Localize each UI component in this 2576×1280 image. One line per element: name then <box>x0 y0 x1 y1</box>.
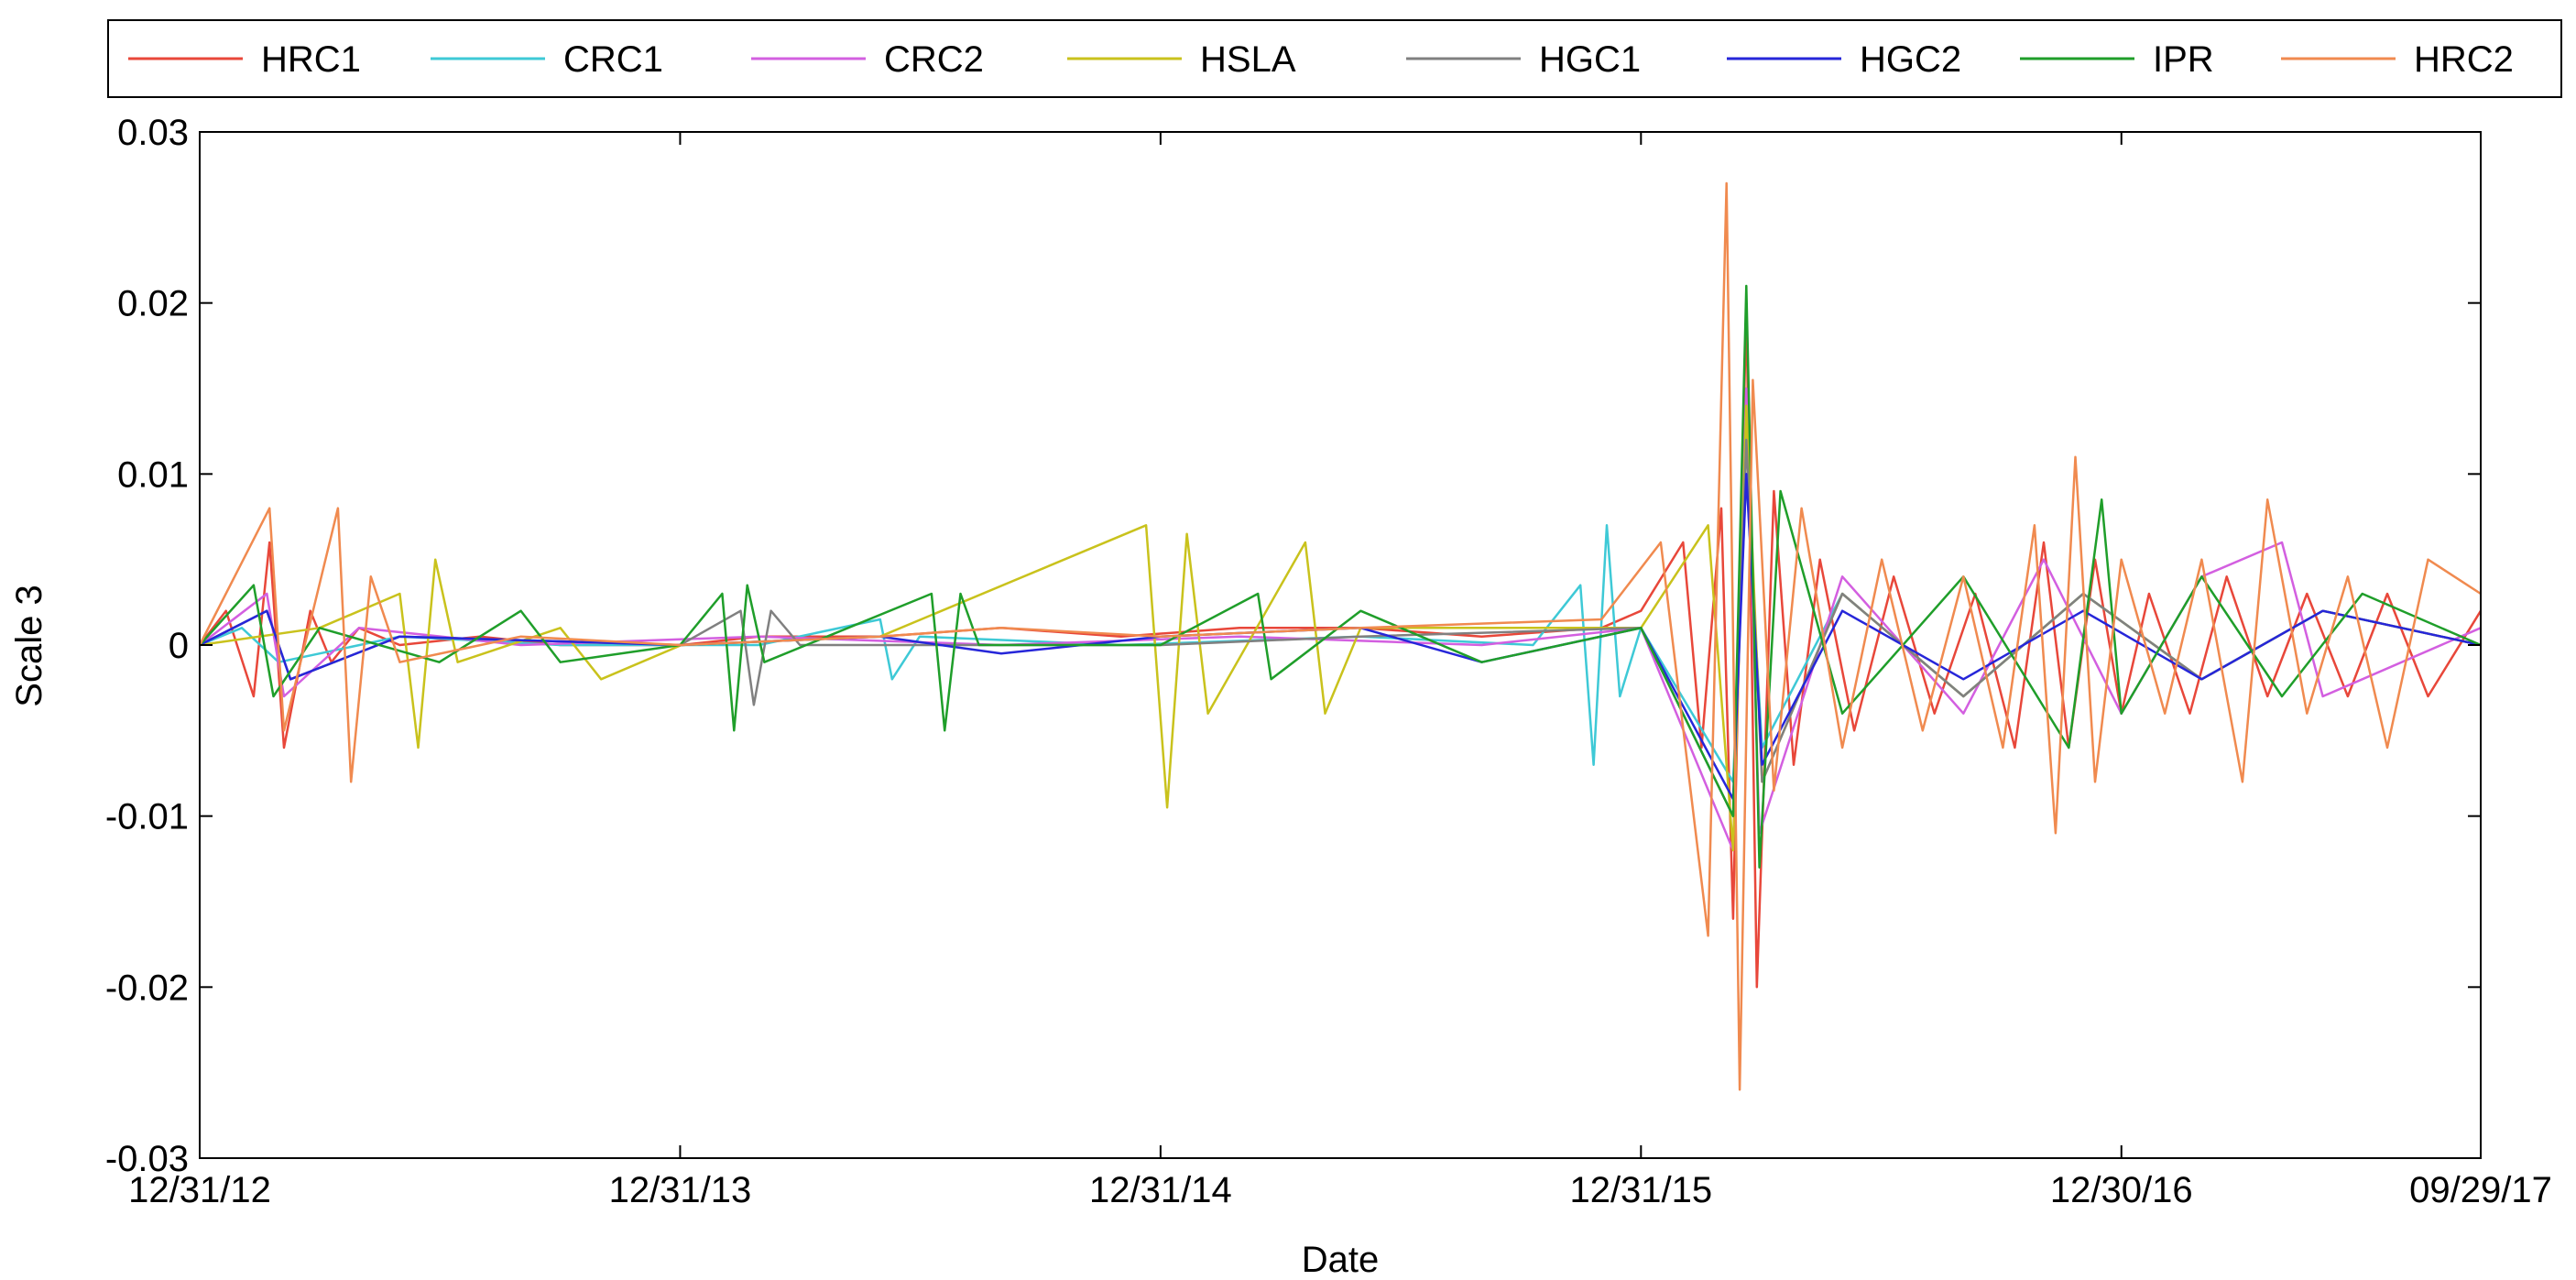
legend-label: HSLA <box>1200 39 1296 80</box>
series-line-hrc2 <box>198 181 2482 1091</box>
legend-item-hsla: HSLA <box>1067 39 1296 80</box>
legend-item-hgc2: HGC2 <box>1727 39 1961 80</box>
legend-label: CRC1 <box>563 39 663 80</box>
y-tick-label: 0 <box>169 626 189 666</box>
y-axis-title: Scale 3 <box>9 585 49 706</box>
series-line-ipr <box>199 284 2482 869</box>
legend: HRC1 CRC1 CRC2 HSLA HGC1 HGC2 IPR HRC2 <box>128 39 2514 80</box>
legend-label: IPR <box>2153 39 2214 80</box>
legend-item-hrc2: HRC2 <box>2281 39 2514 80</box>
legend-item-ipr: IPR <box>2020 39 2214 80</box>
y-tick-label: 0.01 <box>117 454 189 495</box>
legend-item-hgc1: HGC1 <box>1406 39 1641 80</box>
y-tick-label: -0.03 <box>105 1139 189 1179</box>
series-layer <box>198 181 2483 1091</box>
legend-label: CRC2 <box>884 39 984 80</box>
y-tick-label: -0.02 <box>105 968 189 1008</box>
legend-label: HRC2 <box>2414 39 2514 80</box>
y-tick-label: 0.03 <box>117 113 189 153</box>
x-axis-title: Date <box>1302 1240 1380 1280</box>
legend-label: HGC1 <box>1539 39 1641 80</box>
y-tick-label: -0.01 <box>105 797 189 837</box>
legend-label: HRC1 <box>261 39 361 80</box>
x-tick-label: 12/31/13 <box>609 1170 752 1210</box>
x-tick-label: 12/31/14 <box>1089 1170 1232 1210</box>
x-tick-label: 09/29/17 <box>2409 1170 2552 1210</box>
x-tick-label: 12/30/16 <box>2050 1170 2193 1210</box>
legend-item-hrc1: HRC1 <box>128 39 361 80</box>
x-tick-label: 12/31/15 <box>1569 1170 1712 1210</box>
x-tick-label: 12/31/12 <box>128 1170 271 1210</box>
legend-item-crc1: CRC1 <box>431 39 663 80</box>
legend-item-crc2: CRC2 <box>751 39 984 80</box>
y-tick-label: 0.02 <box>117 284 189 324</box>
legend-label: HGC2 <box>1860 39 1961 80</box>
